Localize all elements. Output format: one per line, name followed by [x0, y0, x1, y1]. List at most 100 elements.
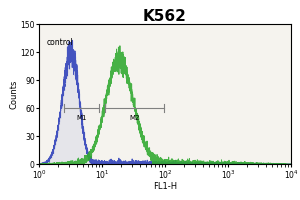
Point	[152, 161, 157, 164]
Point	[152, 162, 156, 165]
Point	[154, 162, 158, 165]
Point	[209, 161, 214, 165]
Point	[167, 161, 172, 164]
Point	[223, 162, 227, 165]
Point	[130, 162, 135, 165]
Point	[251, 161, 256, 164]
Point	[256, 161, 260, 164]
Point	[185, 162, 190, 165]
Point	[171, 161, 176, 164]
Point	[210, 161, 215, 164]
Point	[229, 161, 234, 164]
Point	[219, 161, 224, 164]
Point	[94, 162, 98, 165]
Point	[257, 162, 262, 165]
Point	[211, 161, 216, 165]
Point	[159, 162, 164, 166]
Point	[254, 161, 258, 164]
Point	[184, 162, 189, 165]
Point	[116, 161, 121, 164]
Point	[221, 162, 226, 165]
Point	[151, 161, 156, 164]
Point	[157, 161, 162, 164]
Point	[196, 161, 200, 164]
Point	[146, 160, 151, 163]
Point	[126, 160, 131, 163]
Point	[160, 161, 164, 164]
Point	[106, 161, 110, 164]
Point	[162, 161, 167, 164]
Point	[127, 162, 132, 165]
Point	[220, 162, 224, 165]
Point	[118, 162, 122, 166]
Point	[94, 162, 99, 166]
Point	[137, 162, 142, 165]
Point	[87, 161, 92, 164]
Point	[176, 162, 181, 165]
Point	[132, 161, 137, 165]
Point	[175, 162, 180, 165]
Point	[144, 161, 149, 165]
Point	[211, 161, 215, 165]
Point	[235, 162, 240, 165]
Point	[97, 162, 102, 165]
Point	[212, 161, 217, 164]
Point	[152, 162, 157, 165]
Point	[150, 162, 154, 165]
Point	[201, 162, 206, 165]
Point	[250, 162, 255, 165]
Point	[218, 162, 223, 165]
Point	[195, 162, 200, 165]
Point	[211, 162, 215, 165]
Point	[194, 161, 198, 164]
Point	[193, 162, 198, 165]
Point	[164, 161, 169, 164]
Point	[180, 162, 185, 165]
Point	[197, 161, 202, 164]
Point	[149, 162, 154, 165]
Point	[162, 162, 167, 165]
Point	[197, 162, 202, 165]
Point	[245, 162, 250, 165]
Point	[103, 161, 108, 164]
Point	[208, 162, 213, 165]
Point	[154, 160, 159, 163]
Point	[164, 160, 168, 163]
Point	[218, 160, 223, 163]
Point	[134, 160, 138, 164]
Point	[174, 161, 178, 165]
Point	[181, 162, 186, 166]
Point	[198, 162, 203, 165]
Point	[179, 162, 184, 165]
Point	[172, 162, 176, 165]
Point	[229, 162, 234, 165]
Point	[198, 160, 203, 164]
Text: M1: M1	[76, 115, 87, 121]
Point	[188, 162, 193, 165]
Point	[242, 162, 247, 165]
Point	[133, 161, 138, 164]
Point	[91, 162, 96, 165]
Point	[218, 161, 222, 164]
Y-axis label: Counts: Counts	[10, 79, 19, 109]
Point	[89, 161, 94, 164]
Point	[209, 162, 214, 165]
Point	[143, 161, 148, 164]
Point	[205, 161, 209, 164]
Point	[99, 161, 103, 164]
Point	[92, 161, 97, 164]
Point	[255, 162, 260, 165]
Point	[194, 162, 198, 166]
Point	[231, 161, 236, 164]
Point	[220, 161, 224, 164]
Point	[143, 162, 148, 165]
Point	[253, 162, 258, 165]
Point	[189, 162, 194, 165]
Point	[145, 162, 150, 165]
Point	[151, 162, 156, 165]
Title: K562: K562	[143, 9, 187, 24]
Point	[205, 161, 210, 165]
Point	[225, 161, 230, 165]
Point	[124, 160, 128, 163]
Point	[216, 162, 220, 165]
